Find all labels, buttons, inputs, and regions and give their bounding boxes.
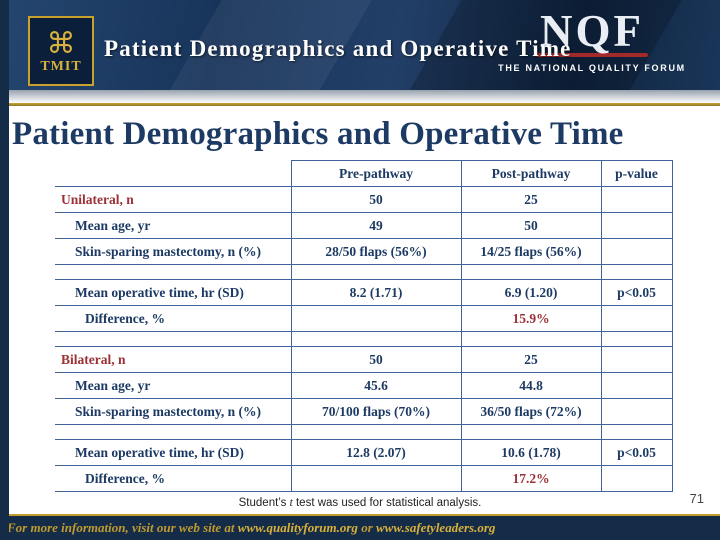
table-row: Difference, % 15.9% [55, 305, 673, 332]
table-row: Unilateral, n 50 25 [55, 186, 673, 213]
nqf-logo-letters: NQF [540, 6, 644, 56]
p-value-cell [600, 346, 673, 373]
footer-text-prefix: For more information, visit our web site… [7, 520, 238, 535]
table-row: Mean operative time, hr (SD) 12.8 (2.07) 1… [55, 439, 673, 466]
p-value-cell [600, 305, 673, 332]
spacer-cell [460, 331, 602, 347]
spacer-cell [600, 331, 673, 347]
spacer-cell [290, 424, 462, 440]
footer-url-qualityforum: www.qualityforum.org [237, 520, 358, 535]
post-pathway-cell: 14/25 flaps (56%) [460, 238, 602, 265]
spacer-cell [460, 424, 602, 440]
spacer-cell [290, 331, 462, 347]
table-row: Skin-sparing mastectomy, n (%) 70/100 fla… [55, 398, 673, 425]
footnote-italic-t: t [289, 497, 293, 509]
pre-pathway-cell: 50 [290, 346, 462, 373]
row-label-cell: Difference, % [55, 305, 292, 332]
header-fade-band [0, 90, 720, 103]
spacer-cell [55, 424, 292, 440]
corner-cell [55, 160, 292, 187]
tmit-logo: ⌘ TMIT [28, 16, 94, 86]
nqf-logo: NQF THE NATIONAL QUALITY FORUM [478, 5, 706, 89]
row-label-cell: Skin-sparing mastectomy, n (%) [55, 238, 292, 265]
p-value-cell [600, 465, 673, 492]
nqf-red-swoosh-icon [536, 53, 648, 57]
spacer-cell [600, 264, 673, 280]
pre-pathway-cell: 50 [290, 186, 462, 213]
post-pathway-cell: 15.9% [460, 305, 602, 332]
pre-pathway-cell: 12.8 (2.07) [290, 439, 462, 466]
row-label-cell: Mean age, yr [55, 212, 292, 239]
header-banner: ⌘ TMIT Patient Demographics and Operativ… [0, 0, 720, 90]
p-value-cell: p<0.05 [600, 439, 673, 466]
slide-title: Patient Demographics and Operative Time [12, 116, 624, 152]
post-pathway-cell: 44.8 [460, 372, 602, 399]
spacer-cell [55, 264, 292, 280]
table-row: Bilateral, n 50 25 [55, 346, 673, 373]
p-value-cell [600, 238, 673, 265]
spacer-row [55, 264, 673, 280]
demographics-table: Pre-pathway Post-pathway p-value Unilate… [55, 160, 673, 492]
left-edge-stripe [0, 0, 9, 540]
footer-url-safetyleaders: www.safetyleaders.org [376, 520, 496, 535]
tmit-logo-text: TMIT [40, 58, 82, 74]
p-value-cell [600, 398, 673, 425]
p-value-cell [600, 212, 673, 239]
pre-pathway-cell [290, 305, 462, 332]
spacer-cell [55, 331, 292, 347]
spacer-cell [460, 264, 602, 280]
post-pathway-cell: 6.9 (1.20) [460, 279, 602, 306]
footnote-prefix: Student’s [238, 497, 290, 509]
pre-pathway-cell: 8.2 (1.71) [290, 279, 462, 306]
pre-pathway-cell: 45.6 [290, 372, 462, 399]
footnote: Student’s t test was used for statistica… [0, 497, 720, 509]
pre-pathway-cell [290, 465, 462, 492]
row-label-cell: Mean operative time, hr (SD) [55, 439, 292, 466]
table-body: Unilateral, n 50 25 Mean age, yr 49 50 Skin-sp… [55, 186, 673, 492]
post-pathway-cell: 10.6 (1.78) [460, 439, 602, 466]
footer-text: For more information, visit our web site… [7, 520, 495, 536]
column-header-p-value: p-value [600, 160, 673, 187]
nqf-logo-tagline: THE NATIONAL QUALITY FORUM [498, 63, 686, 73]
pre-pathway-cell: 49 [290, 212, 462, 239]
spacer-cell [600, 424, 673, 440]
row-label-cell: Bilateral, n [55, 346, 292, 373]
column-header-pre-pathway: Pre-pathway [290, 160, 462, 187]
table-header-row: Pre-pathway Post-pathway p-value [55, 160, 673, 187]
footer-bar: For more information, visit our web site… [0, 514, 720, 540]
row-label-cell: Skin-sparing mastectomy, n (%) [55, 398, 292, 425]
column-header-post-pathway: Post-pathway [460, 160, 602, 187]
table-row: Mean age, yr 45.6 44.8 [55, 372, 673, 399]
table-row: Mean operative time, hr (SD) 8.2 (1.71) 6.… [55, 279, 673, 306]
footer-text-or: or [357, 520, 376, 535]
post-pathway-cell: 36/50 flaps (72%) [460, 398, 602, 425]
spacer-row [55, 424, 673, 440]
spacer-row [55, 331, 673, 347]
spacer-cell [290, 264, 462, 280]
post-pathway-cell: 50 [460, 212, 602, 239]
tmit-emblem-icon: ⌘ [46, 25, 76, 60]
p-value-cell: p<0.05 [600, 279, 673, 306]
p-value-cell [600, 372, 673, 399]
pre-pathway-cell: 70/100 flaps (70%) [290, 398, 462, 425]
table-row: Skin-sparing mastectomy, n (%) 28/50 flap… [55, 238, 673, 265]
gold-divider-line [0, 103, 720, 106]
row-label-cell: Difference, % [55, 465, 292, 492]
post-pathway-cell: 25 [460, 186, 602, 213]
row-label-cell: Mean age, yr [55, 372, 292, 399]
p-value-cell [600, 186, 673, 213]
header-title: Patient Demographics and Operative Time [104, 36, 572, 61]
page-number: 71 [689, 491, 704, 506]
table-row: Mean age, yr 49 50 [55, 212, 673, 239]
row-label-cell: Unilateral, n [55, 186, 292, 213]
post-pathway-cell: 25 [460, 346, 602, 373]
row-label-cell: Mean operative time, hr (SD) [55, 279, 292, 306]
footnote-suffix: test was used for statistical analysis. [292, 497, 482, 509]
post-pathway-cell: 17.2% [460, 465, 602, 492]
pre-pathway-cell: 28/50 flaps (56%) [290, 238, 462, 265]
table-row: Difference, % 17.2% [55, 465, 673, 492]
